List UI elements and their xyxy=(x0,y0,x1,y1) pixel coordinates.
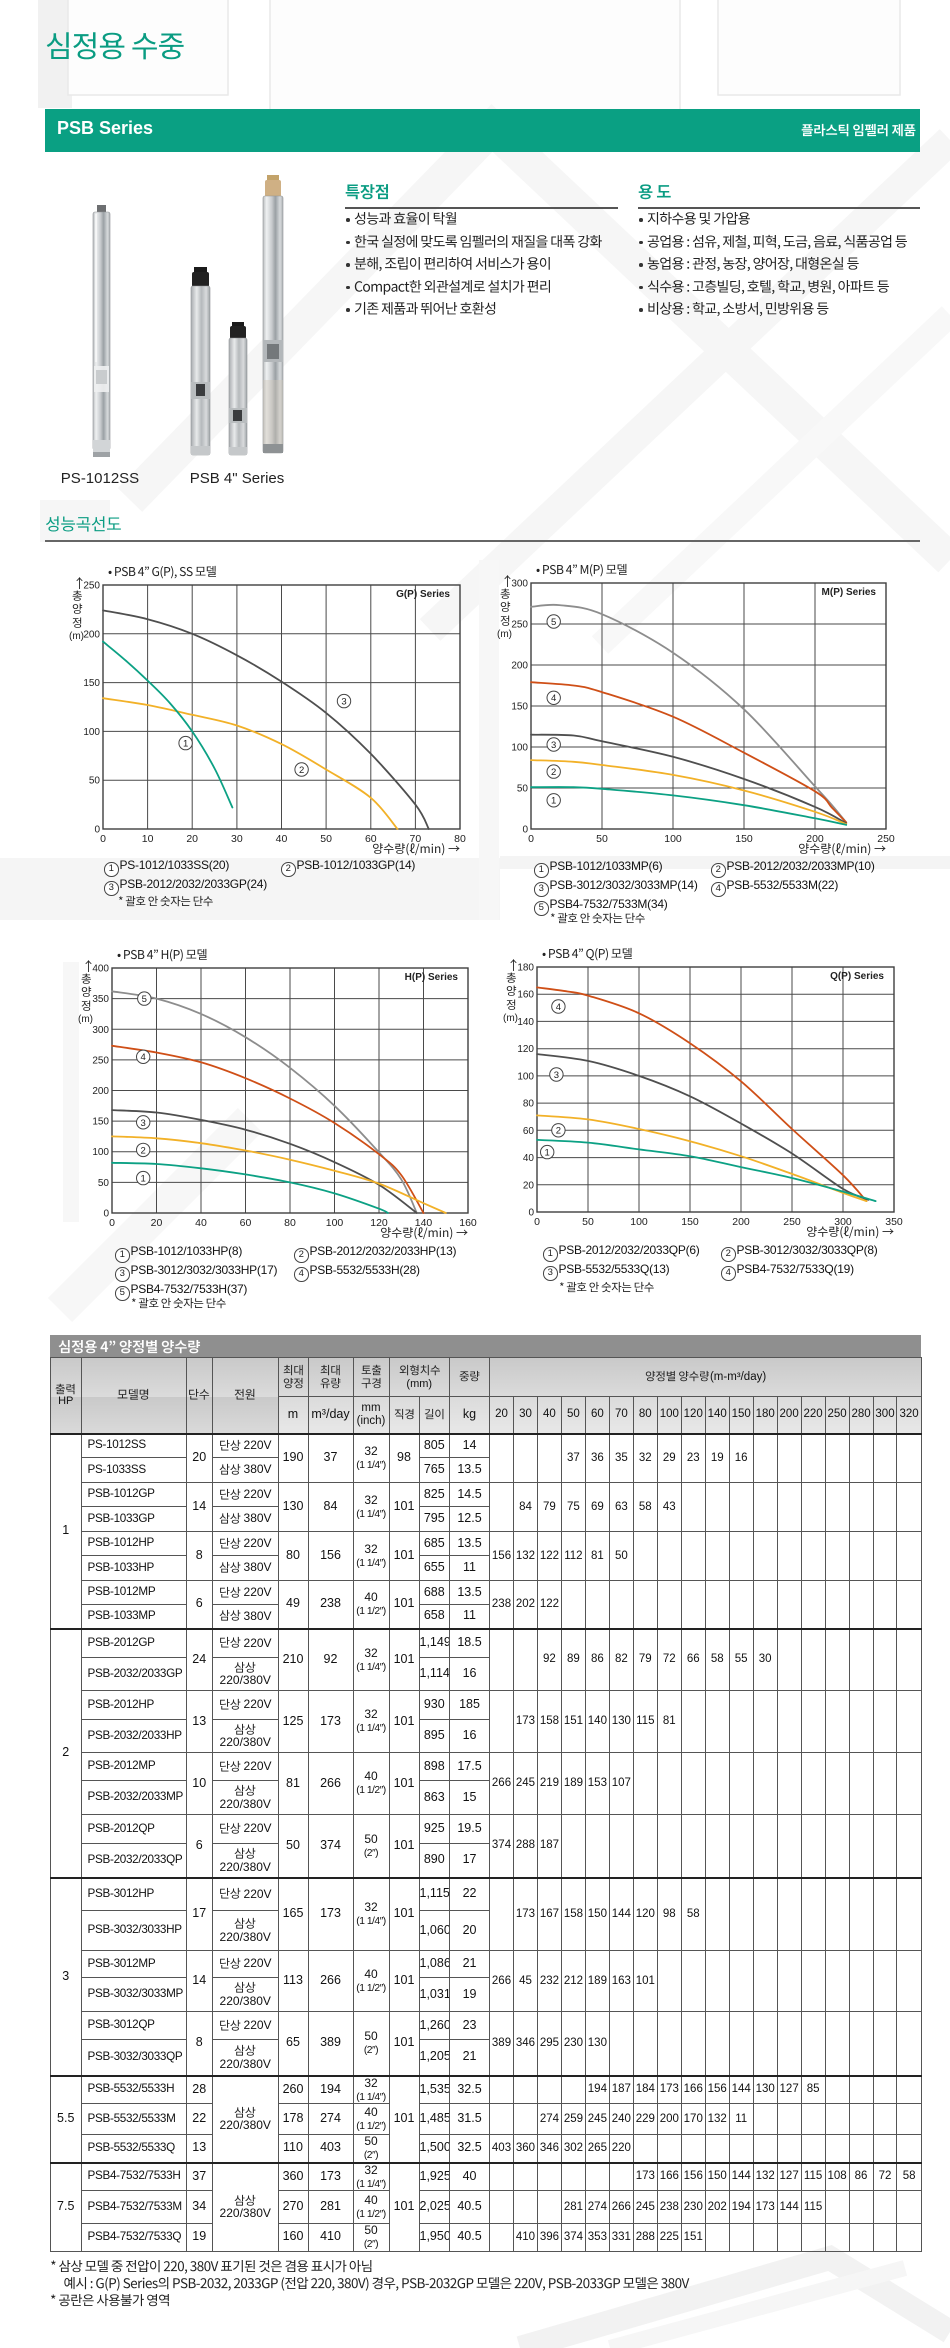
svg-text:50: 50 xyxy=(320,833,332,845)
svg-text:250: 250 xyxy=(877,833,895,845)
svg-text:20: 20 xyxy=(151,1217,163,1229)
svg-text:4: 4 xyxy=(141,1052,146,1063)
svg-text:0: 0 xyxy=(528,1208,534,1219)
svg-text:3: 3 xyxy=(341,697,346,708)
svg-text:70: 70 xyxy=(410,833,422,845)
svg-text:40: 40 xyxy=(195,1217,207,1229)
svg-text:0: 0 xyxy=(109,1217,115,1229)
svg-text:30: 30 xyxy=(231,833,243,845)
svg-text:3: 3 xyxy=(554,1070,559,1081)
svg-text:0: 0 xyxy=(528,833,534,845)
svg-text:4: 4 xyxy=(551,693,556,704)
svg-text:100: 100 xyxy=(517,1071,534,1082)
svg-text:50: 50 xyxy=(98,1178,110,1189)
svg-text:50: 50 xyxy=(517,784,529,795)
svg-text:60: 60 xyxy=(240,1217,252,1229)
svg-text:180: 180 xyxy=(517,963,534,974)
svg-text:50: 50 xyxy=(596,833,608,845)
svg-text:160: 160 xyxy=(517,990,534,1001)
svg-text:2: 2 xyxy=(299,765,304,776)
svg-text:120: 120 xyxy=(517,1044,534,1055)
svg-text:200: 200 xyxy=(83,629,100,640)
svg-text:(m): (m) xyxy=(69,631,84,642)
svg-text:100: 100 xyxy=(326,1217,344,1229)
svg-text:1: 1 xyxy=(183,739,188,750)
svg-text:300: 300 xyxy=(92,1025,109,1036)
svg-text:4: 4 xyxy=(556,1002,561,1013)
svg-text:250: 250 xyxy=(83,581,100,592)
svg-text:200: 200 xyxy=(92,1086,109,1097)
svg-text:80: 80 xyxy=(454,833,466,845)
svg-text:5: 5 xyxy=(551,617,556,628)
svg-text:150: 150 xyxy=(511,702,528,713)
svg-text:80: 80 xyxy=(284,1217,296,1229)
svg-text:300: 300 xyxy=(834,1216,852,1228)
svg-text:150: 150 xyxy=(681,1216,699,1228)
svg-text:100: 100 xyxy=(630,1216,648,1228)
svg-text:0: 0 xyxy=(103,1209,109,1220)
svg-text:250: 250 xyxy=(783,1216,801,1228)
svg-text:200: 200 xyxy=(511,661,528,672)
svg-text:(m): (m) xyxy=(78,1014,93,1025)
svg-text:0: 0 xyxy=(534,1216,540,1228)
svg-text:3: 3 xyxy=(141,1118,146,1129)
svg-text:40: 40 xyxy=(276,833,288,845)
svg-text:400: 400 xyxy=(92,964,109,975)
svg-text:250: 250 xyxy=(511,620,528,631)
svg-text:2: 2 xyxy=(556,1126,561,1137)
svg-text:1: 1 xyxy=(545,1148,550,1159)
svg-text:5: 5 xyxy=(142,994,147,1005)
svg-text:50: 50 xyxy=(582,1216,594,1228)
svg-text:80: 80 xyxy=(523,1099,535,1110)
svg-text:140: 140 xyxy=(415,1217,433,1229)
svg-text:2: 2 xyxy=(551,767,556,778)
svg-text:40: 40 xyxy=(523,1153,535,1164)
svg-text:200: 200 xyxy=(732,1216,750,1228)
svg-text:60: 60 xyxy=(365,833,377,845)
svg-text:350: 350 xyxy=(885,1216,903,1228)
svg-text:2: 2 xyxy=(141,1145,146,1156)
svg-text:1: 1 xyxy=(141,1174,146,1185)
svg-text:100: 100 xyxy=(92,1147,109,1158)
svg-text:0: 0 xyxy=(100,833,106,845)
svg-text:100: 100 xyxy=(664,833,682,845)
svg-text:120: 120 xyxy=(370,1217,388,1229)
svg-text:150: 150 xyxy=(92,1117,109,1128)
svg-text:160: 160 xyxy=(459,1217,477,1229)
svg-text:(m): (m) xyxy=(503,1013,518,1024)
svg-text:150: 150 xyxy=(83,678,100,689)
svg-text:20: 20 xyxy=(186,833,198,845)
svg-text:100: 100 xyxy=(83,727,100,738)
svg-text:100: 100 xyxy=(511,743,528,754)
svg-text:Q(P) Series: Q(P) Series xyxy=(830,971,884,982)
svg-text:10: 10 xyxy=(142,833,154,845)
svg-text:60: 60 xyxy=(523,1126,535,1137)
svg-text:140: 140 xyxy=(517,1017,534,1028)
svg-text:G(P) Series: G(P) Series xyxy=(396,589,450,600)
svg-text:350: 350 xyxy=(92,994,109,1005)
svg-text:0: 0 xyxy=(522,825,528,836)
svg-text:3: 3 xyxy=(551,740,556,751)
svg-text:300: 300 xyxy=(511,579,528,590)
svg-text:0: 0 xyxy=(94,825,100,836)
svg-text:150: 150 xyxy=(735,833,753,845)
svg-text:200: 200 xyxy=(806,833,824,845)
svg-text:250: 250 xyxy=(92,1055,109,1066)
svg-text:H(P) Series: H(P) Series xyxy=(405,972,459,983)
svg-text:M(P) Series: M(P) Series xyxy=(822,587,877,598)
svg-text:20: 20 xyxy=(523,1180,535,1191)
svg-text:1: 1 xyxy=(551,796,556,807)
svg-text:50: 50 xyxy=(89,776,101,787)
svg-text:(m): (m) xyxy=(497,629,512,640)
